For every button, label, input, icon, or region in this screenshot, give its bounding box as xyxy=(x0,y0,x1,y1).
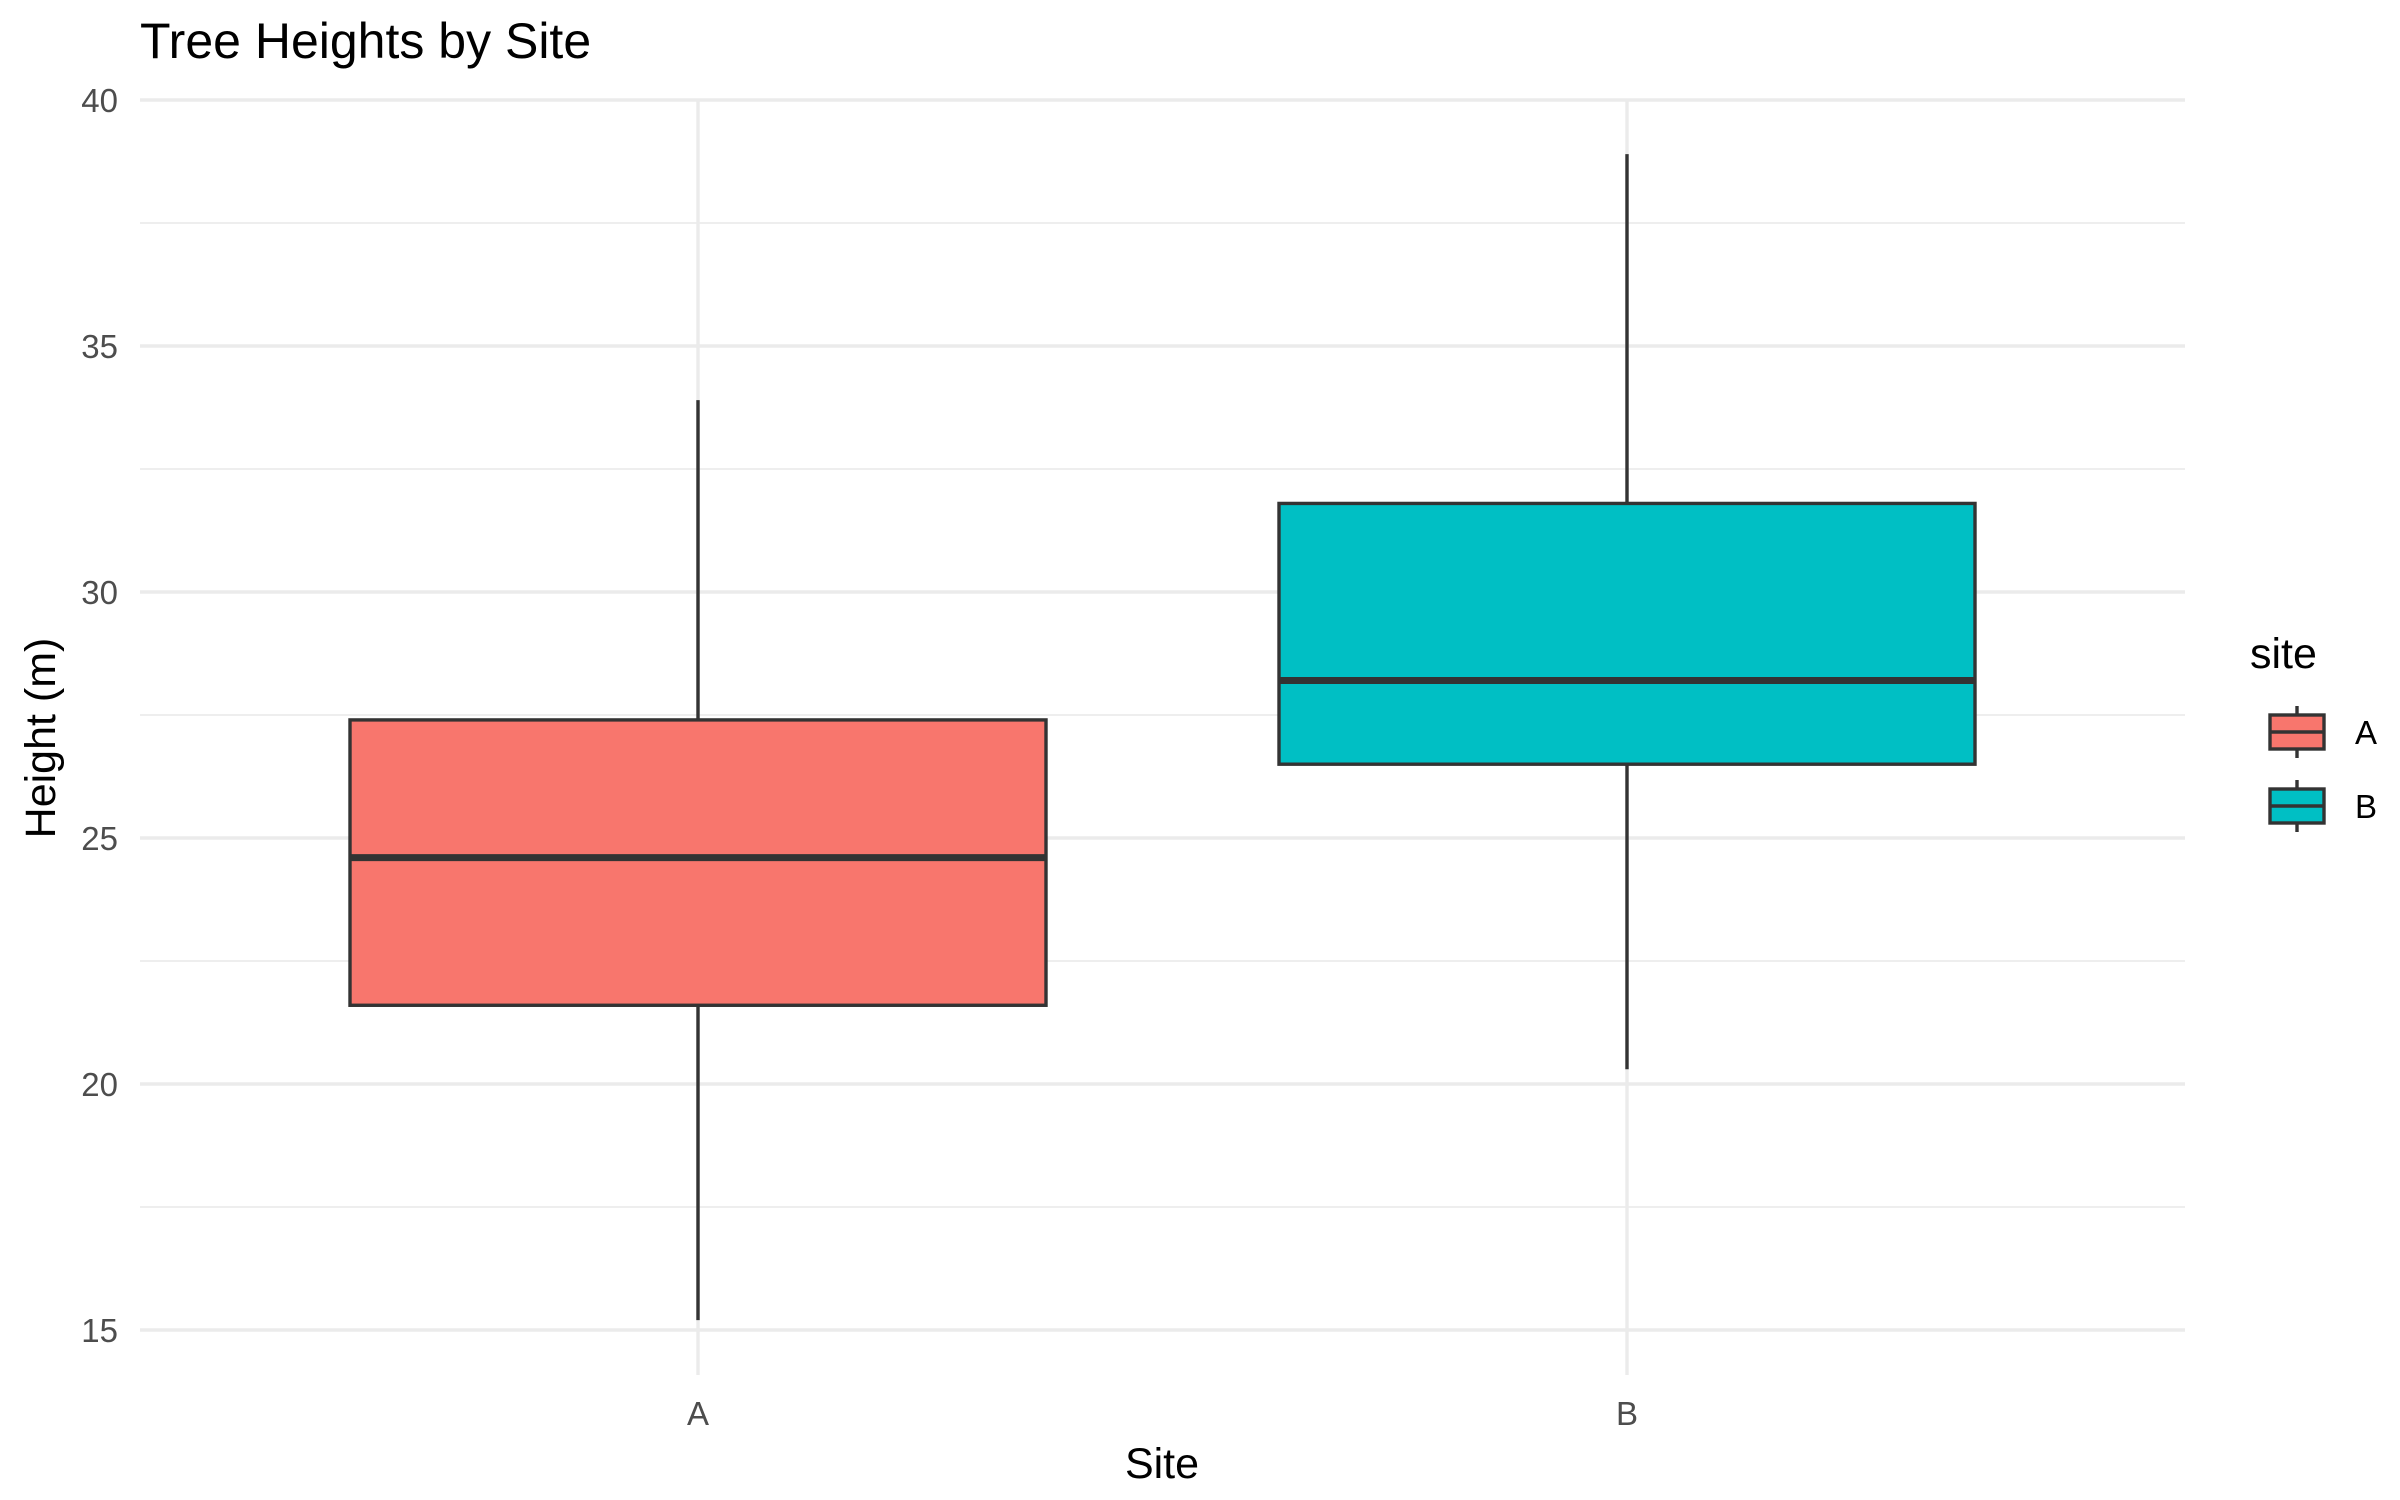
y-tick-label: 30 xyxy=(81,574,118,611)
legend: site AB xyxy=(2250,630,2377,832)
y-tick-label: 35 xyxy=(81,328,118,365)
y-tick-label: 25 xyxy=(81,820,118,857)
box-series xyxy=(348,154,1977,1321)
chart-title: Tree Heights by Site xyxy=(140,13,591,69)
y-tick-label: 15 xyxy=(81,1312,118,1349)
x-tick-label: B xyxy=(1616,1395,1638,1432)
box-A xyxy=(348,400,1048,1321)
y-tick-label: 40 xyxy=(81,82,118,119)
legend-key-B xyxy=(2268,780,2326,832)
y-axis-title: Height (m) xyxy=(17,638,65,839)
legend-label: A xyxy=(2355,714,2377,751)
legend-label: B xyxy=(2355,788,2377,825)
y-tick-label: 20 xyxy=(81,1066,118,1103)
y-axis-ticks: 15 20 25 30 35 40 xyxy=(81,82,118,1349)
x-tick-label: A xyxy=(687,1395,709,1432)
box-B xyxy=(1277,154,1977,1070)
iqr-box xyxy=(348,718,1048,1007)
legend-title: site xyxy=(2250,630,2317,678)
legend-key-A xyxy=(2268,706,2326,758)
iqr-box xyxy=(1277,501,1977,766)
x-axis-title: Site xyxy=(1125,1440,1199,1488)
